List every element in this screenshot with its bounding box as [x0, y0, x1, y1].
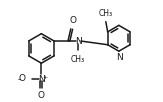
Text: -: - [18, 75, 21, 84]
Text: O: O [69, 16, 76, 25]
Text: +: + [42, 75, 47, 80]
Text: N: N [116, 53, 123, 62]
Text: CH₃: CH₃ [99, 9, 113, 18]
Text: O: O [19, 74, 26, 83]
Text: N: N [75, 37, 82, 46]
Text: O: O [38, 91, 45, 100]
Text: N: N [38, 75, 45, 84]
Text: CH₃: CH₃ [71, 55, 85, 64]
